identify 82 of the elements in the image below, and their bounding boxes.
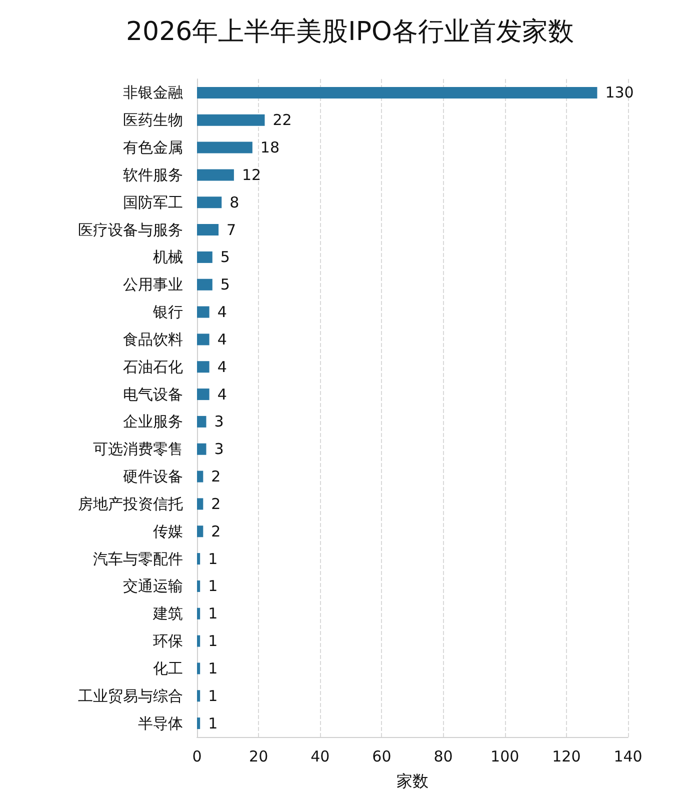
y-tick-label: 企业服务 xyxy=(123,412,183,431)
data-label: 2 xyxy=(211,522,221,540)
data-label: 1 xyxy=(208,659,218,678)
bar xyxy=(197,416,206,428)
bar xyxy=(197,361,210,373)
y-tick-label: 医疗设备与服务 xyxy=(78,220,183,239)
data-label: 4 xyxy=(217,330,227,348)
bar xyxy=(197,580,200,592)
bar xyxy=(197,608,200,620)
y-tick-label: 传媒 xyxy=(153,522,183,540)
y-tick-label: 银行 xyxy=(152,303,183,322)
bar xyxy=(197,470,204,482)
bar xyxy=(197,196,222,208)
bar xyxy=(197,690,200,702)
y-tick-label: 国防军工 xyxy=(123,193,183,212)
data-label: 3 xyxy=(214,440,224,458)
y-tick-label: 半导体 xyxy=(138,714,183,732)
bar xyxy=(197,718,200,730)
data-label: 1 xyxy=(208,686,218,705)
data-label: 1 xyxy=(208,550,218,568)
y-tick-label: 房地产投资信托 xyxy=(78,494,183,513)
y-tick-label: 硬件设备 xyxy=(123,468,183,486)
bar xyxy=(197,662,200,674)
bar xyxy=(197,114,265,126)
y-tick-label: 有色金属 xyxy=(123,138,183,157)
bar xyxy=(197,553,200,565)
data-label: 5 xyxy=(220,248,230,266)
data-label: 22 xyxy=(272,111,292,130)
bar xyxy=(197,224,219,236)
data-label: 1 xyxy=(208,632,218,650)
y-tick-label: 公用事业 xyxy=(123,276,183,294)
bar xyxy=(197,278,212,290)
data-label: 130 xyxy=(605,84,634,102)
bar xyxy=(197,635,200,647)
bar xyxy=(197,498,204,510)
data-label: 1 xyxy=(208,604,218,623)
data-label: 5 xyxy=(220,276,230,294)
y-tick-label: 石油石化 xyxy=(123,358,183,376)
data-label: 4 xyxy=(217,303,227,322)
bar xyxy=(197,388,210,400)
y-tick-label: 可选消费零售 xyxy=(93,440,183,458)
y-tick-label: 建筑 xyxy=(152,604,183,623)
bar xyxy=(197,86,598,98)
y-tick-label: 电气设备 xyxy=(123,385,183,404)
bar xyxy=(197,443,206,455)
data-label: 3 xyxy=(214,412,224,431)
data-label: 1 xyxy=(208,577,218,596)
y-tick-label: 软件服务 xyxy=(123,166,183,184)
x-axis-title: 家数 xyxy=(396,772,428,790)
bar xyxy=(197,142,252,154)
data-label: 4 xyxy=(217,385,227,404)
y-tick-label: 医药生物 xyxy=(123,111,183,130)
x-tick-label: 20 xyxy=(249,748,268,766)
y-tick-label: 工业贸易与综合 xyxy=(78,686,183,705)
data-label: 8 xyxy=(230,193,240,212)
data-label: 4 xyxy=(217,358,227,376)
y-tick-label: 非银金融 xyxy=(123,84,183,102)
x-tick-label: 40 xyxy=(310,748,330,766)
y-tick-label: 汽车与零配件 xyxy=(93,550,183,568)
data-label: 7 xyxy=(226,220,236,239)
data-label: 2 xyxy=(211,468,221,486)
x-tick-label: 80 xyxy=(434,748,453,766)
data-label: 1 xyxy=(208,714,218,732)
x-tick-label: 0 xyxy=(192,748,202,766)
chart-title: 2026年上半年美股IPO各行业首发家数 xyxy=(126,17,574,47)
bar xyxy=(197,334,210,346)
bar xyxy=(197,306,210,318)
x-tick-label: 60 xyxy=(372,748,392,766)
x-tick-label: 100 xyxy=(490,748,520,766)
data-label: 12 xyxy=(242,166,262,184)
y-tick-label: 环保 xyxy=(153,632,183,650)
x-tick-label: 140 xyxy=(614,748,642,766)
y-tick-label: 交通运输 xyxy=(123,577,183,596)
bar xyxy=(197,169,234,181)
y-tick-label: 化工 xyxy=(153,659,183,678)
y-tick-label: 食品饮料 xyxy=(123,330,183,348)
x-tick-label: 120 xyxy=(552,748,581,766)
bar xyxy=(197,526,204,538)
data-label: 2 xyxy=(211,494,221,513)
data-label: 18 xyxy=(260,138,280,157)
bar xyxy=(197,251,212,263)
y-tick-label: 机械 xyxy=(153,248,183,266)
